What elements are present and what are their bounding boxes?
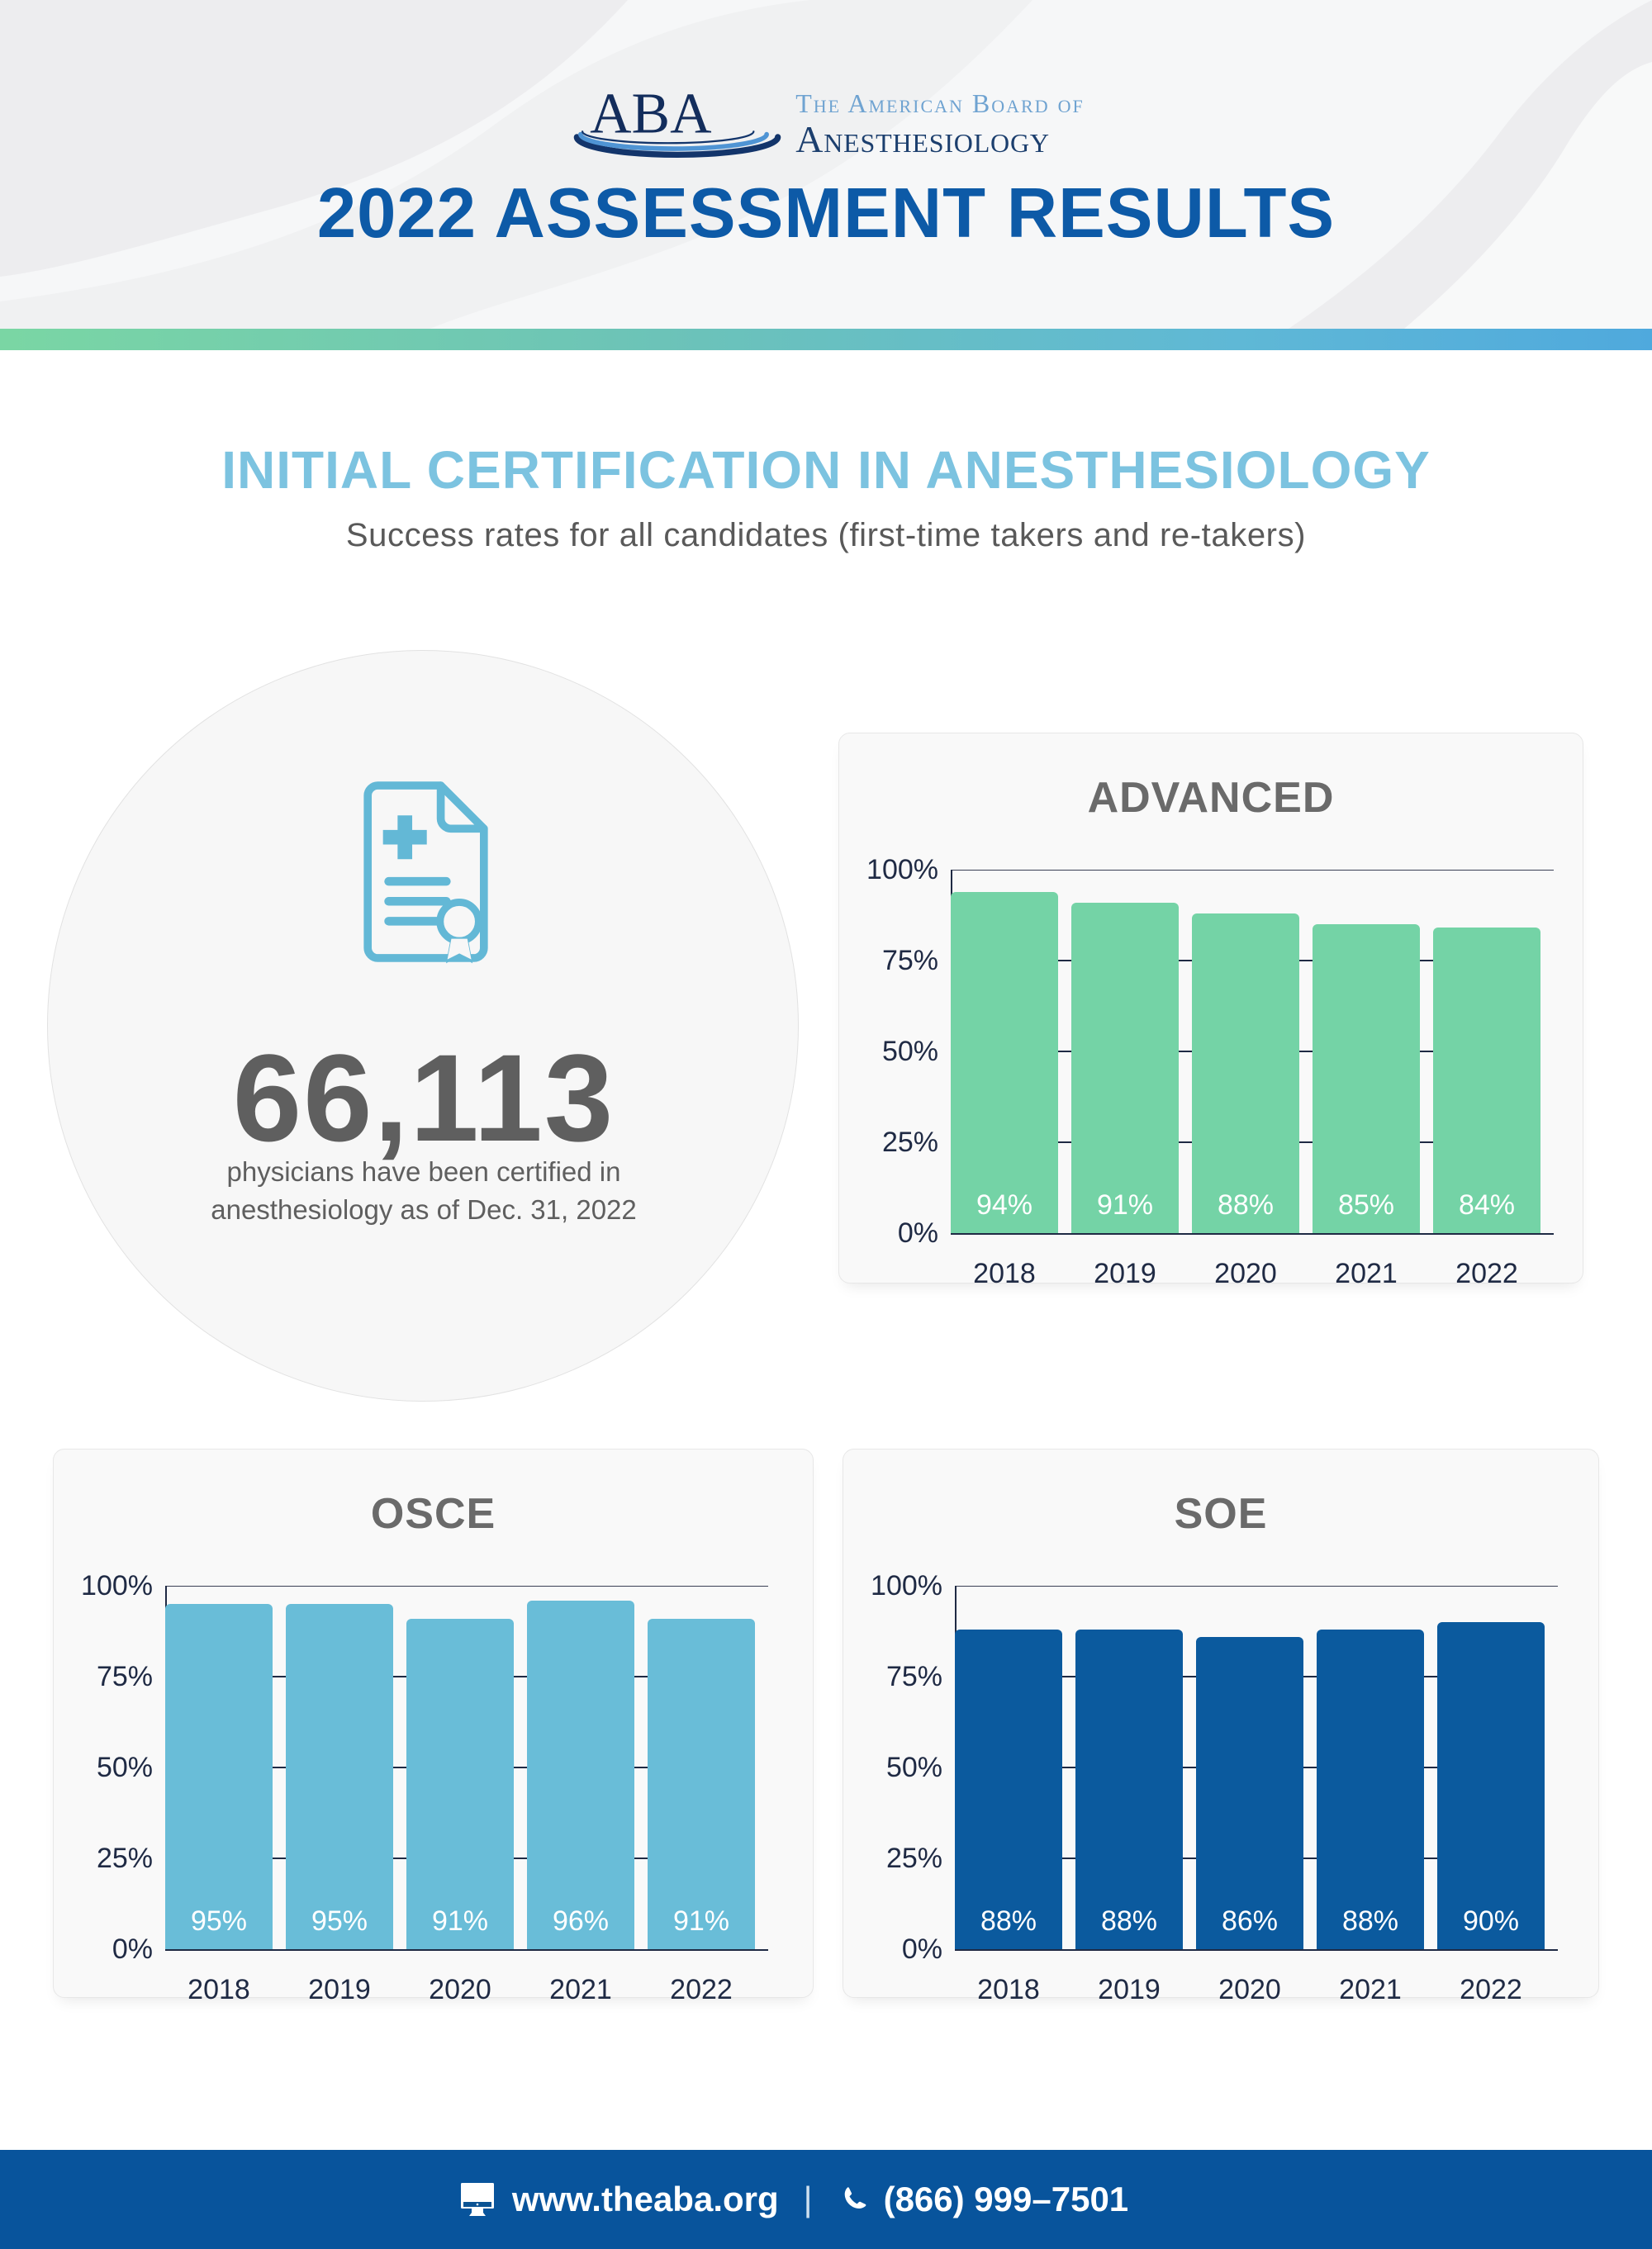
svg-text:ABA: ABA: [590, 82, 711, 145]
